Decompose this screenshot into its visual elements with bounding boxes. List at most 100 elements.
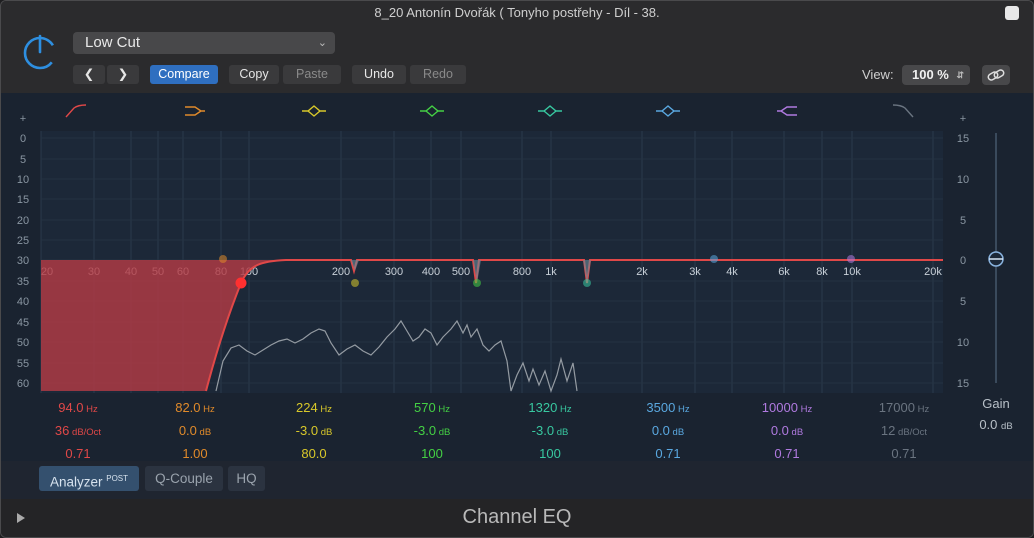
q-value: 0.71	[65, 446, 91, 461]
frequency-label: 200	[332, 266, 350, 278]
band-parameters: 94.0 Hz 36 dB/Oct 0.71 82.0 Hz 0.0 dB 1.00 224…	[1, 393, 1033, 461]
compare-button[interactable]: Compare	[150, 65, 218, 84]
band-shape-icon	[185, 106, 205, 116]
frequency-label: 2k	[636, 266, 648, 278]
band-2-q[interactable]: 1.00	[145, 443, 245, 464]
band-6-q[interactable]: 0.71	[618, 443, 718, 464]
band-handle-7[interactable]	[847, 255, 855, 263]
band-1-type-icon[interactable]	[65, 104, 87, 118]
eq-graph[interactable]: +051015202530354045505560+15105051015203…	[1, 93, 1033, 393]
right-scale-label: 0	[960, 255, 966, 267]
band-7-frequency[interactable]: 10000 Hz	[737, 397, 837, 420]
band-1-gain[interactable]: 36 dB/Oct	[28, 420, 128, 443]
gain-params: Gain 0.0 dB	[946, 393, 1033, 437]
band-3-q[interactable]: 80.0	[264, 443, 364, 464]
band-3-frequency[interactable]: 224 Hz	[264, 397, 364, 420]
analyzer-mode: POST	[106, 474, 129, 483]
band-1-q[interactable]: 0.71	[28, 443, 128, 464]
redo-button[interactable]: Redo	[410, 65, 466, 84]
chevron-down-icon: ⌄	[317, 37, 327, 49]
band-8-type-icon[interactable]	[892, 104, 914, 118]
undo-button[interactable]: Undo	[352, 65, 406, 84]
disclosure-triangle-icon[interactable]	[17, 513, 25, 523]
band-2-type-icon[interactable]	[185, 106, 205, 116]
q-couple-button[interactable]: Q-Couple	[145, 466, 223, 491]
frequency-unit: Hz	[557, 404, 572, 415]
bottom-toolbar: Analyzer POST Q-Couple HQ	[1, 461, 1033, 499]
plugin-name: Channel EQ	[462, 506, 572, 528]
band-7-gain[interactable]: 0.0 dB	[737, 420, 837, 443]
gain-unit: dB	[318, 427, 333, 438]
band-3-gain[interactable]: -3.0 dB	[264, 420, 364, 443]
band-4-q[interactable]: 100	[382, 443, 482, 464]
band-7-q[interactable]: 0.71	[737, 443, 837, 464]
window-control[interactable]	[1005, 6, 1019, 20]
band-5-q[interactable]: 100	[500, 443, 600, 464]
chevron-left-icon: ❮	[83, 67, 95, 81]
notch-shade	[583, 260, 591, 283]
band-5-gain[interactable]: -3.0 dB	[500, 420, 600, 443]
preset-name: Low Cut	[85, 34, 141, 51]
band-5-type-icon[interactable]	[538, 105, 562, 117]
gain-unit: dB	[196, 427, 212, 438]
band-4-gain[interactable]: -3.0 dB	[382, 420, 482, 443]
band-handle-6[interactable]	[710, 255, 718, 263]
stepper-icon: ⇵	[956, 70, 964, 80]
band-6-gain[interactable]: 0.0 dB	[618, 420, 718, 443]
band-4-params: 570 Hz -3.0 dB 100	[382, 397, 482, 464]
view-zoom-selector[interactable]: 100 % ⇵	[902, 65, 970, 85]
band-6-type-icon[interactable]	[656, 105, 680, 117]
gain-unit: dB/Oct	[69, 427, 102, 438]
band-shape-icon	[420, 105, 444, 117]
band-8-gain[interactable]: 12 dB/Oct	[854, 420, 954, 443]
band-2-frequency[interactable]: 82.0 Hz	[145, 397, 245, 420]
frequency-value: 82.0	[175, 400, 201, 415]
frequency-label: 3k	[689, 266, 701, 278]
copy-button[interactable]: Copy	[229, 65, 279, 84]
right-scale-label: +	[960, 113, 966, 125]
left-scale-label: 35	[17, 276, 29, 288]
left-scale-label: +	[20, 113, 26, 125]
link-icon	[987, 69, 1005, 81]
band-6-frequency[interactable]: 3500 Hz	[618, 397, 718, 420]
frequency-value: 17000	[878, 400, 915, 415]
q-value: 100	[539, 446, 561, 461]
previous-preset-button[interactable]: ❮	[73, 65, 105, 84]
view-label: View:	[862, 67, 894, 82]
band-7-type-icon[interactable]	[777, 106, 797, 116]
header-bar: Low Cut ⌄ ❮ ❯ Compare Copy Paste Undo Re…	[1, 25, 1033, 93]
gain-unit: dB	[554, 427, 569, 438]
band-8-q[interactable]: 0.71	[854, 443, 954, 464]
analyzer-button[interactable]: Analyzer POST	[39, 466, 139, 491]
hq-button[interactable]: HQ	[228, 466, 265, 491]
band-8-frequency[interactable]: 17000 Hz	[854, 397, 954, 420]
left-scale-label: 30	[17, 255, 29, 267]
band-handle-3[interactable]	[351, 279, 359, 287]
q-value: 0.71	[655, 446, 681, 461]
band-handle-4[interactable]	[473, 279, 481, 287]
band-6-params: 3500 Hz 0.0 dB 0.71	[618, 397, 718, 464]
band-shape-icon	[65, 104, 87, 118]
band-handle-2[interactable]	[219, 255, 227, 263]
link-button[interactable]	[982, 65, 1010, 85]
next-preset-button[interactable]: ❯	[107, 65, 139, 84]
gain-value-row[interactable]: 0.0 dB	[946, 414, 1033, 437]
power-icon[interactable]	[21, 33, 59, 71]
left-scale-label: 25	[17, 235, 29, 247]
band-5-frequency[interactable]: 1320 Hz	[500, 397, 600, 420]
band-5-params: 1320 Hz -3.0 dB 100	[500, 397, 600, 464]
gain-unit: dB	[1001, 421, 1013, 432]
band-4-frequency[interactable]: 570 Hz	[382, 397, 482, 420]
band-handle-5[interactable]	[583, 279, 591, 287]
preset-selector[interactable]: Low Cut ⌄	[73, 32, 335, 54]
band-shape-icon	[892, 104, 914, 118]
frequency-unit: Hz	[675, 404, 690, 415]
paste-button[interactable]: Paste	[283, 65, 341, 84]
band-2-gain[interactable]: 0.0 dB	[145, 420, 245, 443]
eq-graph-canvas[interactable]: +051015202530354045505560+15105051015203…	[1, 93, 1033, 393]
band-1-frequency[interactable]: 94.0 Hz	[28, 397, 128, 420]
band-3-type-icon[interactable]	[302, 105, 326, 117]
band-4-type-icon[interactable]	[420, 105, 444, 117]
band-handle-1[interactable]	[235, 277, 247, 289]
band-3-params: 224 Hz -3.0 dB 80.0	[264, 397, 364, 464]
